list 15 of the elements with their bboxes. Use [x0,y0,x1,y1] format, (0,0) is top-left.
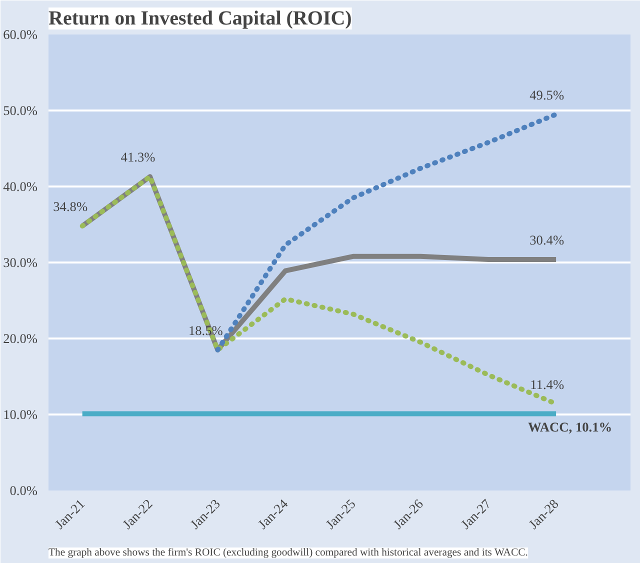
data-label: 30.4% [530,232,564,248]
y-tick-label: 50.0% [3,103,38,118]
text: The graph above shows the firm's ROIC (excluding goodwill) compared with historical averages and its WACC. [48,548,528,558]
y-tick-label: 30.0% [3,255,38,270]
data-label: 49.5% [530,87,564,102]
chart-title: Return on Invested Capital (ROIC) [48,8,352,30]
data-label: 41.3% [120,150,156,165]
y-tick-label: 40.0% [3,179,38,194]
y-tick-label: 20.0% [3,331,38,346]
y-tick-label: 60.0% [3,27,38,42]
y-tick-label: 0.0% [10,483,38,498]
y-tick-label: 10.0% [3,407,38,422]
annotation: WACC, 10.1% [528,420,612,435]
data-label: 11.4% [530,376,564,392]
data-label: 34.8% [53,199,88,214]
